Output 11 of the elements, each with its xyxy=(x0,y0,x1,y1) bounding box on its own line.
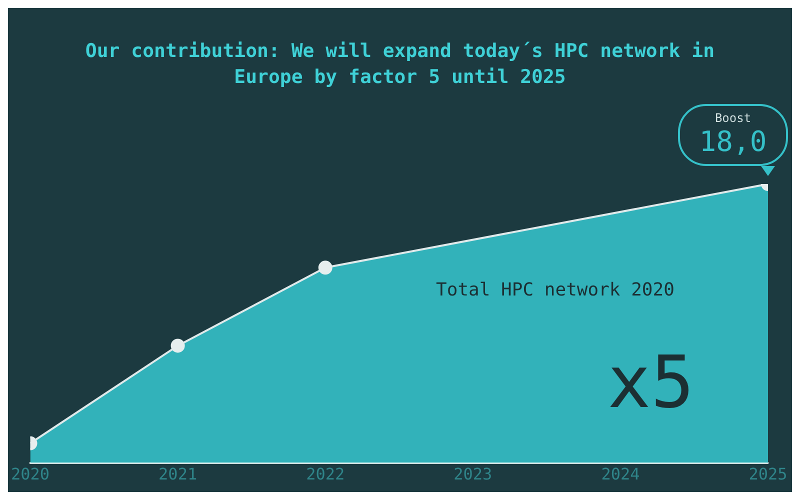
x-tick-label: 2020 xyxy=(11,464,50,484)
annotation: Total HPC network 2020 xyxy=(436,280,674,301)
x-tick-label: 2022 xyxy=(306,464,345,484)
x-tick-label: 2024 xyxy=(601,464,640,484)
text: Boost xyxy=(714,111,752,125)
chart-title: Our contribution: We will expand today´s HPC network in Europe by factor 5 until 2025 xyxy=(84,39,716,90)
x-tick-label: 2023 xyxy=(454,464,492,484)
x-tick-label: 2021 xyxy=(158,464,198,484)
x-tick-label: 2025 xyxy=(748,464,788,484)
annotation: x5 xyxy=(608,340,694,424)
annotation: 18,0 xyxy=(699,125,767,158)
